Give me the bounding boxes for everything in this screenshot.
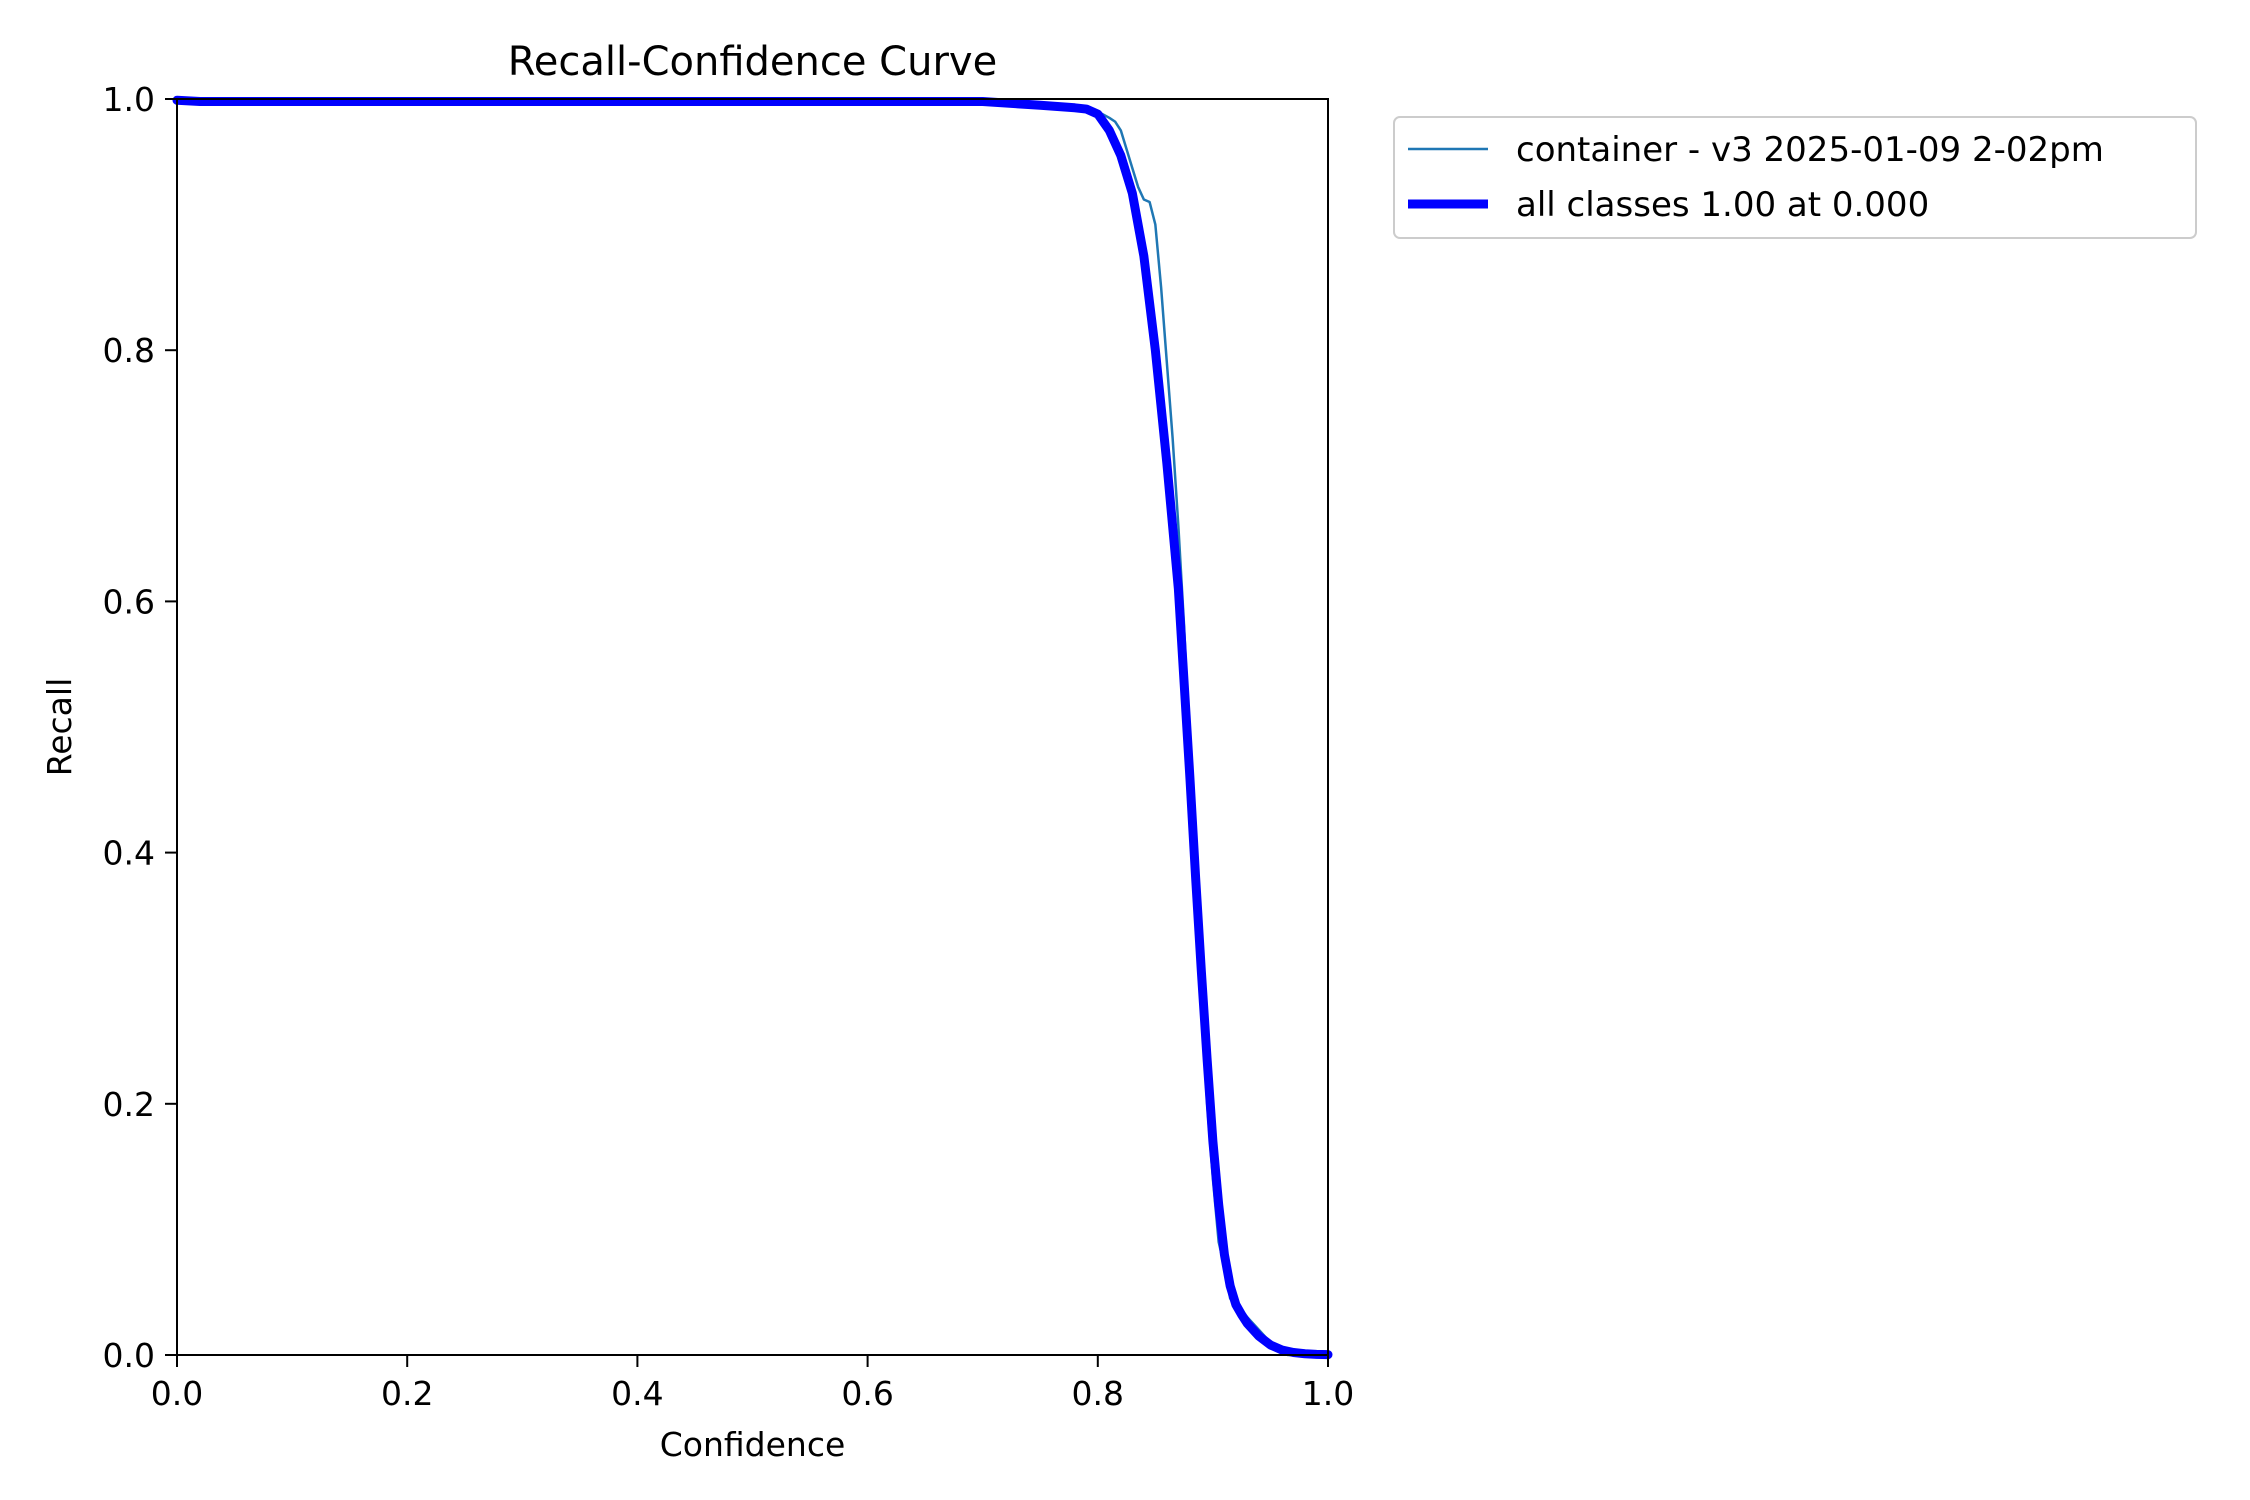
x-tick-label: 1.0	[1302, 1374, 1354, 1413]
x-axis: 0.0 0.2 0.4 0.6 0.8 1.0	[151, 1355, 1354, 1413]
plot-background	[177, 99, 1328, 1355]
plot-frame	[176, 98, 1329, 1356]
y-tick-label: 0.2	[103, 1085, 155, 1124]
chart-title: Recall-Confidence Curve	[508, 39, 997, 85]
x-tick-label: 0.8	[1072, 1374, 1124, 1413]
legend-label-container-series: container - v3 2025-01-09 2-02pm	[1516, 130, 2104, 170]
x-tick-label: 0.2	[381, 1374, 433, 1413]
series-layer	[172, 95, 1333, 1360]
y-tick-label: 0.6	[103, 582, 155, 621]
plot-area	[172, 95, 1333, 1360]
legend-label-all-classes: all classes 1.00 at 0.000	[1516, 185, 1929, 225]
y-axis-label: Recall	[40, 678, 79, 776]
x-tick-label: 0.4	[611, 1374, 663, 1413]
x-tick-label: 0.0	[151, 1374, 203, 1413]
y-tick-label: 0.8	[103, 331, 155, 370]
x-axis-label: Confidence	[660, 1425, 846, 1464]
y-axis: 0.0 0.2 0.4 0.6 0.8 1.0	[103, 80, 177, 1375]
y-tick-label: 0.0	[103, 1336, 155, 1375]
y-tick-label: 0.4	[103, 834, 155, 873]
legend: container - v3 2025-01-09 2-02pm all cla…	[1393, 116, 2197, 239]
series-line-all-classes	[172, 95, 1333, 1360]
x-tick-label: 0.6	[841, 1374, 893, 1413]
legend-box	[1393, 116, 2197, 239]
y-tick-label: 1.0	[103, 80, 155, 119]
